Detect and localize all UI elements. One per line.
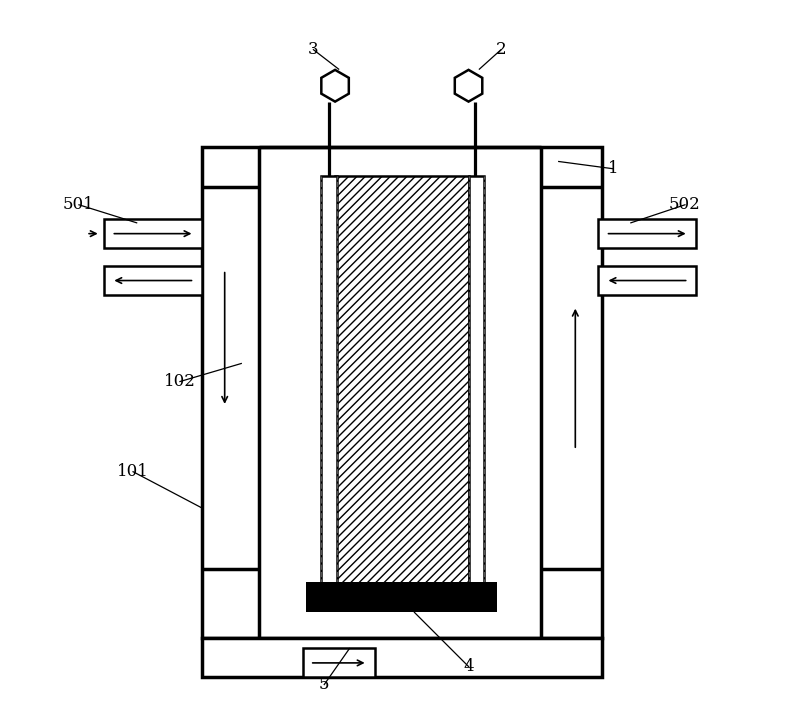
- Text: 5: 5: [319, 676, 330, 693]
- Polygon shape: [322, 70, 349, 102]
- Bar: [469, 176, 485, 584]
- Text: 2: 2: [496, 41, 506, 58]
- Text: 101: 101: [117, 463, 149, 481]
- Bar: [202, 147, 602, 638]
- Text: 4: 4: [463, 658, 474, 675]
- Bar: [598, 220, 696, 248]
- Bar: [202, 638, 602, 678]
- Text: 501: 501: [63, 196, 95, 213]
- Bar: [321, 176, 337, 584]
- Polygon shape: [454, 70, 482, 102]
- Bar: [104, 266, 202, 295]
- Text: 1: 1: [607, 160, 618, 177]
- Bar: [104, 220, 202, 248]
- Text: 502: 502: [669, 196, 701, 213]
- Bar: [302, 648, 374, 678]
- Bar: [335, 176, 469, 584]
- Text: 102: 102: [164, 373, 196, 390]
- Bar: [306, 582, 498, 612]
- Bar: [598, 266, 696, 295]
- Text: 3: 3: [308, 41, 318, 58]
